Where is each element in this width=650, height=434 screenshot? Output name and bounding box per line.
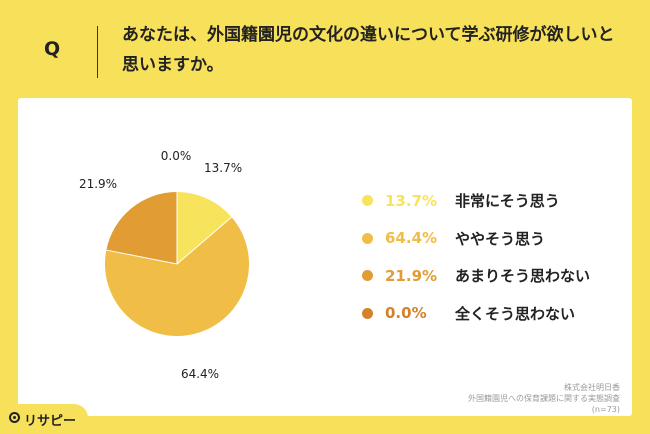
pie-label-3: 21.9% xyxy=(79,177,117,191)
brand-logo: リサピー xyxy=(0,404,88,434)
question-divider xyxy=(97,26,98,78)
legend-item-1: 13.7% 非常にそう思う xyxy=(360,182,640,220)
legend-value: 64.4% xyxy=(385,229,438,248)
legend-dot-icon xyxy=(362,307,373,319)
legend-label: 非常にそう思う xyxy=(455,192,560,211)
pie-label-2: 64.4% xyxy=(181,367,219,381)
survey-footnote: 株式会社明日香 外国籍園児への保育課題に関する実態調査 (n=73) xyxy=(468,382,620,415)
legend-item-2: 64.4% ややそう思う xyxy=(360,220,640,258)
question-text: あなたは、外国籍園児の文化の違いについて学ぶ研修が欲しいと思いますか。 xyxy=(122,25,615,75)
legend-label: 全くそう思わない xyxy=(455,304,576,323)
pie-label-1: 13.7% xyxy=(204,161,242,175)
brand-logo-icon xyxy=(9,412,20,423)
legend-value: 21.9% xyxy=(385,266,438,285)
pie-separator-2 xyxy=(176,216,232,265)
legend-value: 0.0% xyxy=(385,304,427,323)
pie-slice-2 xyxy=(104,217,249,336)
legend-label: ややそう思う xyxy=(455,229,546,248)
pie-slice-3 xyxy=(106,192,177,264)
legend-value: 13.7% xyxy=(385,191,438,210)
legend-dot-icon xyxy=(362,232,373,244)
pie-label-4: 0.0% xyxy=(161,149,192,163)
brand-name: リサピー xyxy=(24,414,77,429)
question-header: Q あなたは、外国籍園児の文化の違いについて学ぶ研修が欲しいと思いますか。 xyxy=(0,0,650,96)
legend-item-3: 21.9% あまりそう思わない xyxy=(360,257,640,295)
question-mark: Q xyxy=(44,38,61,60)
footnote-survey: 外国籍園児への保育課題に関する実態調査 xyxy=(468,394,620,403)
legend-dot-icon xyxy=(362,270,373,282)
footnote-sample: (n=73) xyxy=(591,405,620,414)
legend-label: あまりそう思わない xyxy=(455,267,591,286)
pie-separator-3 xyxy=(106,249,178,265)
legend-dot-icon xyxy=(362,195,373,207)
legend-item-4: 0.0% 全くそう思わない xyxy=(360,295,640,333)
footnote-company: 株式会社明日香 xyxy=(564,383,620,392)
chart-legend: 13.7% 非常にそう思う 64.4% ややそう思う 21.9% あまりそう思わない 0.0… xyxy=(360,182,640,332)
pie-slice-1 xyxy=(177,192,232,264)
